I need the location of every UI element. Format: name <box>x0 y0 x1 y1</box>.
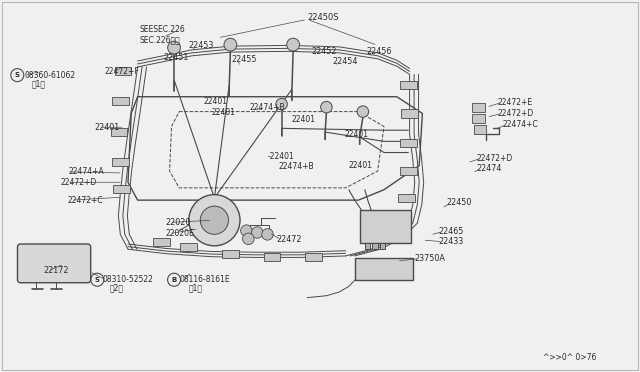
Text: 22401: 22401 <box>349 161 372 170</box>
Text: SEC.226参照: SEC.226参照 <box>140 36 180 45</box>
FancyBboxPatch shape <box>472 103 485 112</box>
Text: 08360-61062: 08360-61062 <box>24 71 76 80</box>
Text: S: S <box>15 72 20 78</box>
Circle shape <box>287 38 300 51</box>
Bar <box>360 210 411 243</box>
FancyBboxPatch shape <box>111 128 127 136</box>
Text: S: S <box>95 277 100 283</box>
Text: 22472+D: 22472+D <box>498 109 534 118</box>
Text: 22472+D: 22472+D <box>477 154 513 163</box>
Text: 22474+C: 22474+C <box>502 120 538 129</box>
Bar <box>372 243 378 249</box>
FancyBboxPatch shape <box>400 167 417 175</box>
Circle shape <box>168 41 180 54</box>
Text: 22020E: 22020E <box>165 229 194 238</box>
Text: 22453: 22453 <box>189 41 214 50</box>
Text: 22474: 22474 <box>477 164 502 173</box>
Text: 23750A: 23750A <box>415 254 445 263</box>
Bar <box>365 243 370 249</box>
FancyBboxPatch shape <box>398 194 415 202</box>
FancyBboxPatch shape <box>400 139 417 147</box>
Text: 22472+F: 22472+F <box>104 67 139 76</box>
Text: 08116-8161E: 08116-8161E <box>179 275 230 284</box>
Circle shape <box>243 233 254 244</box>
Text: （2）: （2） <box>110 284 124 293</box>
Text: 22472+D: 22472+D <box>61 178 97 187</box>
Text: 22472+E: 22472+E <box>498 98 533 107</box>
Text: -22401: -22401 <box>268 153 294 161</box>
Text: SEESEC.226: SEESEC.226 <box>140 25 185 34</box>
FancyBboxPatch shape <box>472 114 485 123</box>
Text: 22401: 22401 <box>211 108 236 117</box>
Circle shape <box>252 227 263 238</box>
Text: 08310-52522: 08310-52522 <box>102 275 153 284</box>
Circle shape <box>189 195 240 246</box>
FancyBboxPatch shape <box>400 81 417 89</box>
Bar <box>355 258 413 280</box>
Circle shape <box>241 225 252 236</box>
Text: 22455: 22455 <box>232 55 257 64</box>
FancyBboxPatch shape <box>115 67 131 75</box>
Text: （1）: （1） <box>189 284 203 293</box>
Text: 22451: 22451 <box>163 53 189 62</box>
Text: 22474+B: 22474+B <box>250 103 285 112</box>
Text: 22172: 22172 <box>44 266 69 275</box>
Circle shape <box>200 206 228 234</box>
Circle shape <box>224 38 237 51</box>
Text: 22472: 22472 <box>276 235 302 244</box>
Text: 22474+B: 22474+B <box>278 162 314 171</box>
Text: B: B <box>172 277 177 283</box>
FancyBboxPatch shape <box>305 253 322 261</box>
Text: 22450: 22450 <box>447 198 472 207</box>
FancyBboxPatch shape <box>113 185 130 193</box>
Text: 22401: 22401 <box>344 130 369 139</box>
FancyBboxPatch shape <box>112 97 129 105</box>
Text: 22452: 22452 <box>312 47 337 56</box>
FancyBboxPatch shape <box>180 243 197 251</box>
Text: 22454: 22454 <box>332 57 358 66</box>
Text: 22401: 22401 <box>204 97 228 106</box>
FancyBboxPatch shape <box>264 253 280 261</box>
Text: 22474+A: 22474+A <box>68 167 104 176</box>
Text: （1）: （1） <box>32 79 46 88</box>
Text: 22020: 22020 <box>165 218 191 227</box>
Text: 22472+C: 22472+C <box>67 196 103 205</box>
FancyBboxPatch shape <box>17 244 91 283</box>
Text: ^>>0^ 0>76: ^>>0^ 0>76 <box>543 353 596 362</box>
FancyBboxPatch shape <box>474 125 486 134</box>
Circle shape <box>262 229 273 240</box>
Circle shape <box>321 102 332 113</box>
Text: 22401: 22401 <box>291 115 315 124</box>
Text: 22450S: 22450S <box>307 13 339 22</box>
Text: 22465: 22465 <box>438 227 464 236</box>
Text: 22401: 22401 <box>95 123 120 132</box>
FancyBboxPatch shape <box>112 158 129 166</box>
Circle shape <box>276 99 287 110</box>
Circle shape <box>357 106 369 117</box>
FancyBboxPatch shape <box>401 109 418 118</box>
Bar <box>380 243 385 249</box>
FancyBboxPatch shape <box>153 238 170 246</box>
Text: 22456: 22456 <box>367 47 392 56</box>
Text: 22433: 22433 <box>438 237 463 246</box>
FancyBboxPatch shape <box>222 250 239 258</box>
